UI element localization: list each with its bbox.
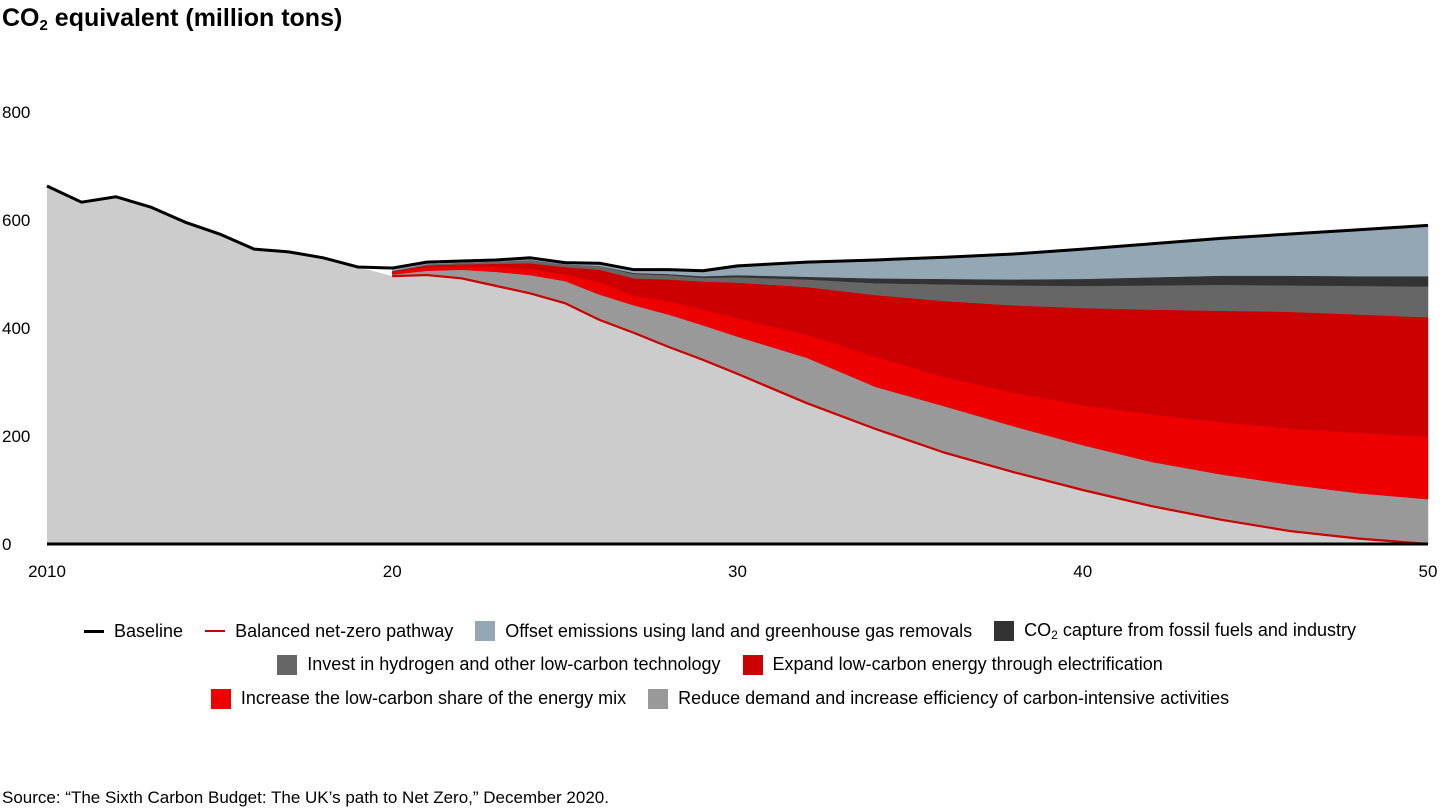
legend-item-baseline: Baseline bbox=[84, 620, 183, 642]
legend-label-subscript: 2 bbox=[1051, 628, 1058, 642]
areas bbox=[47, 185, 1429, 545]
legend-row-3: Increase the low-carbon share of the ene… bbox=[0, 688, 1440, 709]
legend-row-1: Baseline Balanced net-zero pathway Offse… bbox=[0, 620, 1440, 642]
area-remaining-emissions bbox=[47, 185, 1428, 545]
y-tick-label: 0 bbox=[2, 535, 11, 554]
legend-item-electrification: Expand low-carbon energy through electri… bbox=[742, 654, 1163, 675]
legend-label-part: CO bbox=[1024, 620, 1052, 640]
y-tick-label: 800 bbox=[2, 103, 30, 122]
legend-swatch bbox=[994, 621, 1015, 641]
legend-swatch bbox=[210, 688, 231, 709]
legend-item-net-zero: Balanced net-zero pathway bbox=[205, 620, 453, 642]
legend-label: CO2 capture from fossil fuels and indust… bbox=[1024, 620, 1356, 642]
tick-labels: 0 200 400 600 800 2010 20 30 40 50 bbox=[2, 103, 1437, 581]
y-tick-label: 400 bbox=[2, 319, 30, 338]
x-tick-label: 2010 bbox=[28, 562, 66, 581]
legend-label: Reduce demand and increase efficiency of… bbox=[678, 688, 1230, 708]
line-baseline bbox=[46, 184, 1429, 273]
legend-label: Increase the low-carbon share of the ene… bbox=[240, 688, 627, 708]
line-net-zero-pathway bbox=[392, 273, 1429, 546]
source-note: Source: “The Sixth Carbon Budget: The UK… bbox=[2, 788, 609, 807]
legend-label-part: capture from fossil fuels and industry bbox=[1057, 620, 1356, 640]
legend-item-hydrogen: Invest in hydrogen and other low-carbon … bbox=[277, 654, 721, 675]
chart-title: CO2 equivalent (million tons) bbox=[2, 4, 342, 34]
x-tick-label: 30 bbox=[728, 562, 747, 581]
legend-label: Offset emissions using land and greenhou… bbox=[505, 620, 973, 641]
legend-item-offset: Offset emissions using land and greenhou… bbox=[475, 620, 972, 642]
title-text: CO bbox=[2, 4, 40, 32]
stacked-area-chart: 0 200 400 600 800 2010 20 30 40 50 bbox=[2, 103, 1437, 581]
x-tick-label: 20 bbox=[383, 562, 402, 581]
legend-label: Balanced net-zero pathway bbox=[235, 620, 454, 641]
legend-label: Baseline bbox=[114, 620, 184, 641]
y-tick-label: 200 bbox=[2, 427, 30, 446]
legend-label: Expand low-carbon energy through electri… bbox=[772, 654, 1163, 674]
legend-line-swatch bbox=[205, 630, 226, 632]
legend-swatch bbox=[648, 688, 669, 709]
legend-item-low-carbon-share: Increase the low-carbon share of the ene… bbox=[210, 688, 627, 709]
legend-item-reduce-demand: Reduce demand and increase efficiency of… bbox=[648, 688, 1229, 709]
lines bbox=[46, 184, 1429, 546]
legend-label: Invest in hydrogen and other low-carbon … bbox=[307, 654, 721, 674]
title-subscript: 2 bbox=[39, 17, 48, 34]
y-tick-label: 600 bbox=[2, 211, 30, 230]
legend-swatch bbox=[742, 654, 763, 675]
legend-swatch bbox=[277, 654, 298, 675]
title-text-suffix: equivalent (million tons) bbox=[47, 4, 343, 32]
legend-item-capture: CO2 capture from fossil fuels and indust… bbox=[994, 620, 1356, 642]
legend-swatch bbox=[475, 621, 496, 641]
legend-line-swatch bbox=[84, 629, 105, 633]
x-tick-label: 40 bbox=[1073, 562, 1092, 581]
legend-row-2: Invest in hydrogen and other low-carbon … bbox=[0, 654, 1440, 675]
x-tick-label: 50 bbox=[1419, 562, 1438, 581]
